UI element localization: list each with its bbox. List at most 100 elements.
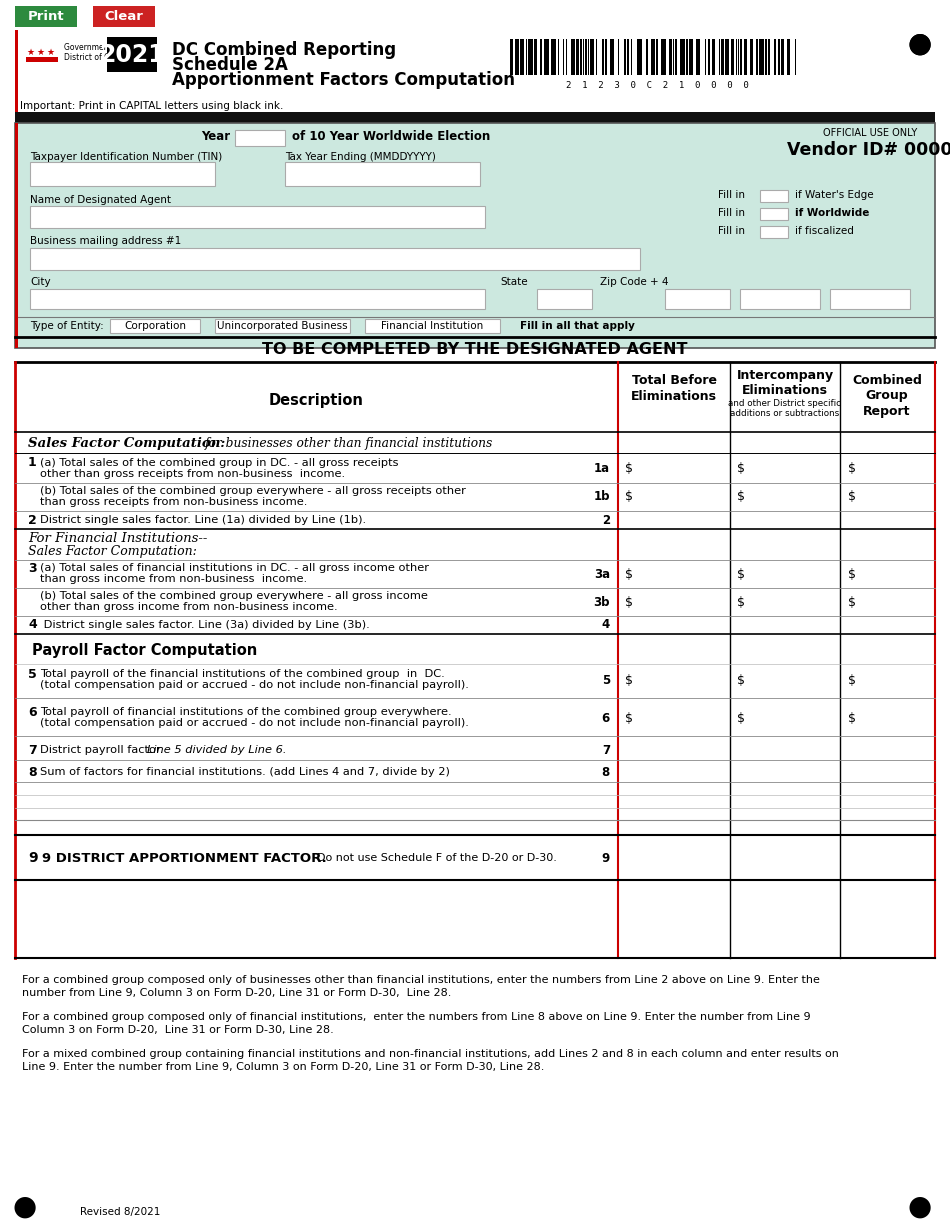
Text: $: $	[848, 567, 856, 581]
Bar	[563, 39, 564, 75]
Text: $: $	[737, 711, 745, 724]
Text: Combined: Combined	[852, 374, 921, 387]
Text: (b) Total sales of the combined group everywhere - all gross income: (b) Total sales of the combined group ev…	[40, 590, 428, 601]
Text: 2: 2	[602, 513, 610, 526]
Text: number from Line 9, Column 3 on Form D-20, Line 31 or Form D-30,  Line 28.: number from Line 9, Column 3 on Form D-2…	[22, 988, 451, 998]
Bar	[15, 362, 935, 432]
Text: 7: 7	[28, 743, 37, 756]
Text: 1: 1	[28, 456, 37, 470]
Text: 1a: 1a	[594, 462, 610, 476]
Text: Government of the: Government of the	[64, 43, 137, 53]
Text: 5: 5	[601, 674, 610, 686]
Bar	[705, 39, 706, 75]
Text: $: $	[625, 567, 633, 581]
Text: District single sales factor. Line (1a) divided by Line (1b).: District single sales factor. Line (1a) …	[40, 515, 366, 525]
Text: 1b: 1b	[594, 491, 610, 503]
Text: Year: Year	[200, 130, 230, 144]
Text: 2  1  2  3  0  C  2  1  0  0  0  0: 2 1 2 3 0 C 2 1 0 0 0 0	[565, 80, 749, 90]
Text: 9 DISTRICT APPORTIONMENT FACTOR.: 9 DISTRICT APPORTIONMENT FACTOR.	[42, 851, 327, 865]
Text: 9: 9	[28, 851, 38, 865]
Text: 7: 7	[602, 743, 610, 756]
Bar	[708, 39, 710, 75]
Bar	[760, 189, 788, 202]
Bar	[656, 39, 658, 75]
Bar	[680, 39, 685, 75]
Bar	[30, 289, 485, 309]
Text: (total compensation paid or accrued - do not include non-financial payroll).: (total compensation paid or accrued - do…	[40, 718, 469, 728]
Text: if fiscalized: if fiscalized	[795, 226, 854, 236]
Bar	[637, 39, 642, 75]
Bar	[534, 39, 537, 75]
Bar	[627, 39, 629, 75]
Text: for businesses other than financial institutions: for businesses other than financial inst…	[205, 438, 493, 450]
Bar	[596, 39, 597, 75]
Text: Sum of factors for financial institutions. (add Lines 4 and 7, divide by 2): Sum of factors for financial institution…	[40, 768, 450, 777]
Text: ★: ★	[26, 48, 34, 57]
Bar	[215, 319, 350, 333]
Bar	[558, 39, 559, 75]
Text: Sales Factor Computation:: Sales Factor Computation:	[28, 438, 225, 450]
Text: Fill in: Fill in	[718, 226, 745, 236]
Text: additions or subtractions: additions or subtractions	[731, 408, 840, 417]
Text: Revised 8/2021: Revised 8/2021	[80, 1207, 161, 1216]
Text: District payroll factor.: District payroll factor.	[40, 745, 167, 755]
Bar	[661, 39, 666, 75]
Text: 9: 9	[601, 851, 610, 865]
Text: if Worldwide: if Worldwide	[795, 208, 869, 218]
Text: Payroll Factor Computation: Payroll Factor Computation	[32, 643, 257, 658]
Text: Tax Year Ending (MMDDYYYY): Tax Year Ending (MMDDYYYY)	[285, 153, 436, 162]
Bar	[526, 39, 527, 75]
Text: For Financial Institutions--: For Financial Institutions--	[28, 533, 207, 545]
Bar	[602, 39, 604, 75]
Bar	[765, 39, 767, 75]
Bar	[580, 39, 582, 75]
Text: Schedule 2A: Schedule 2A	[172, 57, 288, 74]
Bar	[110, 319, 200, 333]
Bar	[738, 39, 739, 75]
Text: 4: 4	[601, 619, 610, 631]
Text: other than gross receipts from non-business  income.: other than gross receipts from non-busin…	[40, 469, 345, 478]
Text: if Water's Edge: if Water's Edge	[795, 189, 874, 200]
Text: Apportionment Factors Computation: Apportionment Factors Computation	[172, 71, 515, 89]
Text: Zip Code + 4: Zip Code + 4	[600, 277, 669, 287]
Text: (total compensation paid or accrued - do not include non-financial payroll).: (total compensation paid or accrued - do…	[40, 680, 469, 690]
Text: $: $	[737, 595, 745, 609]
Bar	[583, 39, 584, 75]
Bar	[686, 39, 688, 75]
Bar	[669, 39, 672, 75]
Bar	[537, 289, 592, 309]
Bar	[520, 39, 524, 75]
Bar	[712, 39, 715, 75]
Bar	[731, 39, 734, 75]
Bar	[515, 39, 519, 75]
Bar	[93, 6, 155, 27]
Text: 2: 2	[28, 513, 37, 526]
Text: Fill in: Fill in	[718, 208, 745, 218]
Bar	[725, 39, 729, 75]
Bar	[107, 37, 157, 73]
Text: Taxpayer Identification Number (TIN): Taxpayer Identification Number (TIN)	[30, 153, 222, 162]
Bar	[774, 39, 776, 75]
Text: Eliminations: Eliminations	[631, 390, 717, 402]
Text: District single sales factor. Line (3a) divided by Line (3b).: District single sales factor. Line (3a) …	[40, 620, 370, 630]
Text: Business mailing address #1: Business mailing address #1	[30, 236, 181, 246]
Bar	[235, 130, 285, 146]
Bar	[15, 123, 935, 348]
Bar	[759, 39, 764, 75]
Text: Clear: Clear	[104, 10, 143, 22]
Text: than gross receipts from non-business income.: than gross receipts from non-business in…	[40, 497, 308, 507]
Bar	[673, 39, 674, 75]
Text: 4: 4	[28, 619, 37, 631]
Text: City: City	[30, 277, 50, 287]
Text: Total Before: Total Before	[632, 374, 716, 387]
Text: Corporation: Corporation	[124, 321, 186, 331]
Bar	[30, 248, 640, 271]
Bar	[544, 39, 549, 75]
Text: (a) Total sales of the combined group in DC. - all gross receipts: (a) Total sales of the combined group in…	[40, 458, 398, 467]
Text: (b) Total sales of the combined group everywhere - all gross receipts other: (b) Total sales of the combined group ev…	[40, 486, 466, 496]
Text: $: $	[848, 462, 856, 476]
Text: other than gross income from non-business income.: other than gross income from non-busines…	[40, 601, 337, 613]
Text: 3b: 3b	[594, 595, 610, 609]
Text: ●: ●	[908, 30, 932, 58]
Text: 8: 8	[601, 765, 610, 779]
